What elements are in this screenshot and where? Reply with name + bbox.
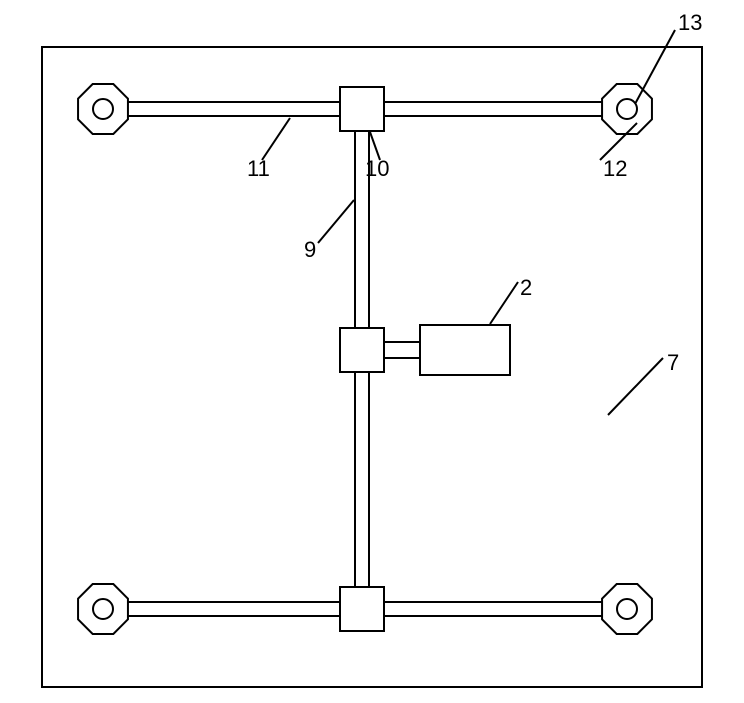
gear-top [340, 87, 384, 131]
motor-shaft [384, 342, 420, 358]
corner-nut-hole-2 [93, 599, 113, 619]
leader-13 [635, 30, 675, 104]
leader-2 [490, 282, 518, 324]
label-7: 7 [667, 350, 679, 375]
corner-nut-hole-3 [617, 599, 637, 619]
gear-mid [340, 328, 384, 372]
gear-bot [340, 587, 384, 631]
leader-7 [608, 358, 663, 415]
label-9: 9 [304, 237, 316, 262]
corner-nut-hole-0 [93, 99, 113, 119]
leader-9 [318, 200, 354, 243]
diagram-stage: 13 12 11 10 9 2 7 [0, 0, 744, 703]
diagram-svg: 13 12 11 10 9 2 7 [0, 0, 744, 703]
label-10: 10 [365, 156, 389, 181]
corner-nut-hole-1 [617, 99, 637, 119]
label-11: 11 [247, 156, 270, 181]
label-12: 12 [603, 156, 627, 181]
motor-body [420, 325, 510, 375]
label-13: 13 [678, 10, 702, 35]
leader-11 [262, 118, 290, 160]
label-2: 2 [520, 275, 532, 300]
